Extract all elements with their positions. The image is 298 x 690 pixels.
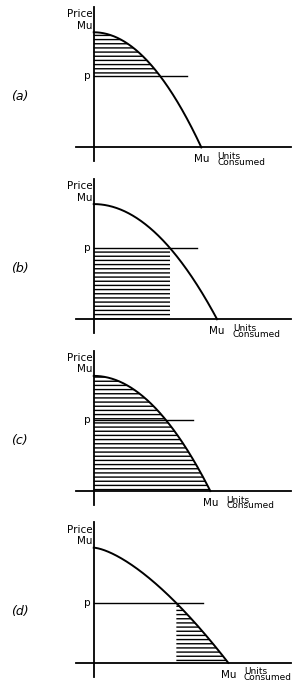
Text: (a): (a) [11,90,29,103]
Text: Units: Units [226,495,249,504]
Text: Price: Price [67,9,93,19]
Text: Price: Price [67,524,93,535]
Text: Mu: Mu [194,155,209,164]
Text: Consumed: Consumed [226,502,274,511]
Text: Mu: Mu [221,670,236,680]
Text: Mu: Mu [209,326,225,336]
Text: Mu: Mu [203,498,218,508]
Text: Consumed: Consumed [244,673,292,682]
Text: Units: Units [244,667,267,676]
Text: Price: Price [67,353,93,363]
Text: Price: Price [67,181,93,191]
Text: Consumed: Consumed [217,158,265,167]
Text: Mu: Mu [77,193,93,203]
Text: (c): (c) [12,433,28,446]
Text: p: p [84,243,90,253]
Text: p: p [84,71,90,81]
Text: Consumed: Consumed [233,330,281,339]
Text: Units: Units [233,324,256,333]
Text: p: p [84,598,90,608]
Text: p: p [84,415,90,424]
Text: Mu: Mu [77,21,93,31]
Text: Mu: Mu [77,536,93,546]
Text: (b): (b) [11,262,29,275]
Text: Units: Units [217,152,240,161]
Text: (d): (d) [11,605,29,618]
Text: Mu: Mu [77,364,93,375]
